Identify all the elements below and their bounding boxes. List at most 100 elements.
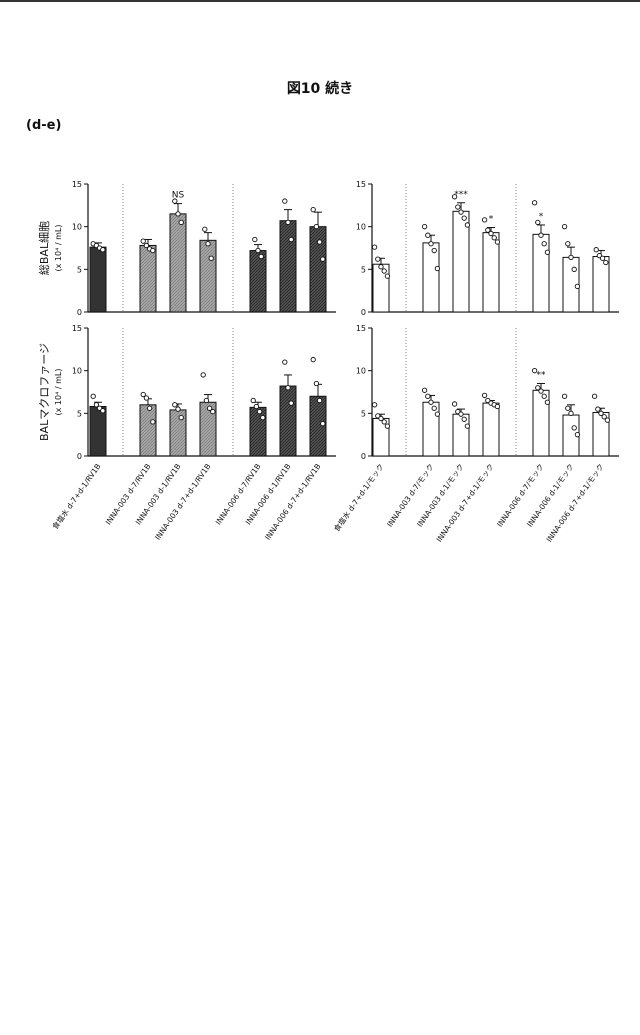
data-point xyxy=(316,239,323,245)
data-point xyxy=(381,268,387,274)
data-point xyxy=(428,241,434,247)
data-point xyxy=(178,219,184,226)
bar xyxy=(139,244,157,313)
data-point xyxy=(601,414,607,420)
y-tick-label: 0 xyxy=(361,452,366,461)
data-point xyxy=(535,385,541,391)
data-point xyxy=(565,405,571,411)
y-tick-label: 10 xyxy=(356,367,366,376)
data-point xyxy=(140,391,146,398)
y-axis-unit: (x 10⁴ / mL) xyxy=(54,225,63,272)
data-point xyxy=(488,230,494,237)
y-tick-label: 10 xyxy=(72,367,82,376)
data-point xyxy=(434,265,441,272)
data-point xyxy=(320,420,326,427)
category-label: 食塩水 d-7+d-1/RV1B xyxy=(50,461,103,531)
data-point xyxy=(282,359,288,365)
data-point xyxy=(431,247,437,254)
data-point xyxy=(143,242,150,249)
data-point xyxy=(568,254,574,261)
data-point xyxy=(574,432,581,438)
data-point xyxy=(461,215,467,221)
data-point xyxy=(544,249,551,255)
data-point xyxy=(434,411,441,417)
data-point xyxy=(316,397,323,404)
data-point xyxy=(541,393,547,399)
data-point xyxy=(288,400,294,406)
data-point xyxy=(172,198,178,204)
y-axis-label: BALマクロファージ xyxy=(38,343,51,441)
data-point xyxy=(603,259,609,266)
bar xyxy=(169,213,187,313)
data-point xyxy=(252,236,258,243)
y-tick-label: 15 xyxy=(356,180,366,189)
data-point xyxy=(458,411,464,417)
y-tick-label: 15 xyxy=(72,180,82,189)
data-point xyxy=(451,194,458,200)
panel-label: (d-e) xyxy=(26,118,62,133)
data-point xyxy=(421,224,428,230)
y-tick-label: 10 xyxy=(356,223,366,232)
data-point xyxy=(202,226,208,232)
data-point xyxy=(464,423,471,429)
category-label: INNA-003 d-7+d-1/モック xyxy=(435,462,496,544)
data-point xyxy=(256,408,263,415)
data-point xyxy=(421,387,428,393)
y-tick-label: 15 xyxy=(356,324,366,333)
data-point xyxy=(425,232,431,238)
data-point xyxy=(258,253,264,260)
data-point xyxy=(595,406,601,412)
data-point xyxy=(541,241,547,247)
y-tick-label: 15 xyxy=(72,324,82,333)
data-point xyxy=(494,403,501,410)
bar xyxy=(89,246,107,313)
data-point xyxy=(146,405,153,411)
data-point xyxy=(384,423,391,429)
y-tick-label: 5 xyxy=(361,409,366,418)
y-tick-label: 5 xyxy=(361,265,366,274)
data-point xyxy=(205,241,211,247)
bar xyxy=(532,233,550,313)
data-point xyxy=(591,393,598,399)
data-point xyxy=(593,247,599,253)
data-point xyxy=(313,224,320,230)
data-point xyxy=(538,388,544,394)
data-point xyxy=(571,266,577,272)
data-point xyxy=(140,238,146,244)
data-point xyxy=(568,410,574,416)
data-point xyxy=(260,414,266,421)
bar xyxy=(249,250,267,313)
data-point xyxy=(538,232,544,238)
data-point xyxy=(599,255,606,261)
data-point xyxy=(485,227,491,233)
bar xyxy=(279,220,297,313)
data-point xyxy=(206,405,213,411)
data-point xyxy=(381,419,387,425)
data-point xyxy=(172,402,178,408)
data-point xyxy=(255,247,261,254)
significance-label: * xyxy=(489,215,494,225)
data-point xyxy=(565,241,571,247)
data-point xyxy=(455,204,461,210)
significance-label: NS xyxy=(172,191,185,201)
data-point xyxy=(531,200,538,206)
bar xyxy=(422,401,440,457)
data-point xyxy=(571,425,577,431)
data-point xyxy=(285,219,291,226)
data-point xyxy=(178,414,184,421)
data-point xyxy=(561,393,568,399)
bar xyxy=(309,395,327,457)
bar xyxy=(139,404,157,457)
data-point xyxy=(150,247,156,254)
data-point xyxy=(100,408,106,414)
data-point xyxy=(285,385,291,391)
bar xyxy=(452,413,470,457)
data-point xyxy=(371,244,378,250)
bar xyxy=(309,226,327,313)
bar xyxy=(199,239,217,313)
bar xyxy=(249,406,267,457)
data-point xyxy=(481,392,488,399)
data-point xyxy=(203,397,210,404)
data-point xyxy=(90,393,96,399)
